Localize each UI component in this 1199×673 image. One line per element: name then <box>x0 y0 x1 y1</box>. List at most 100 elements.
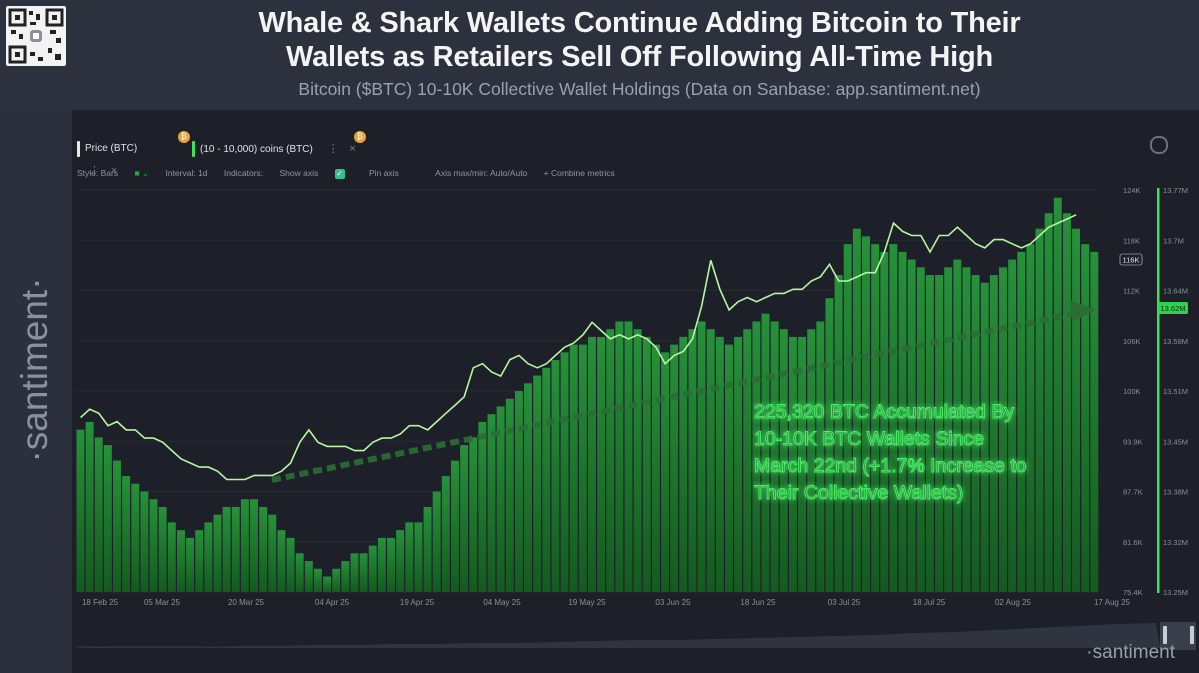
holdings-bar <box>204 522 213 592</box>
holdings-bar <box>1053 197 1062 592</box>
x-tick-label: 17 Aug 25 <box>1094 598 1131 607</box>
holdings-bar <box>843 244 852 592</box>
holdings-bar <box>140 491 149 592</box>
holdings-bar <box>743 329 752 592</box>
tab-price-close-icon[interactable]: × <box>110 165 118 177</box>
holdings-bar <box>113 460 121 592</box>
holdings-bar <box>432 491 441 592</box>
holdings-bar <box>524 383 532 592</box>
holdings-bar <box>103 445 112 592</box>
holdings-bar <box>213 514 222 592</box>
settings-icon[interactable] <box>1150 136 1168 154</box>
bitcoin-icon-2: ₿ <box>354 131 366 143</box>
show-axis-toggle[interactable]: Show axis <box>279 168 319 178</box>
holdings-bar <box>514 391 523 592</box>
holdings-bar <box>423 506 432 592</box>
holdings-bar <box>898 251 907 592</box>
holdings-bar <box>770 321 779 592</box>
holdings-bar <box>871 244 880 592</box>
holdings-bar <box>989 275 998 592</box>
holdings-bar <box>259 506 268 592</box>
tab-holdings-menu-icon[interactable]: ⋮ <box>327 143 339 155</box>
trend-arrow-head <box>1070 300 1096 322</box>
holdings-axis-bar <box>1157 188 1160 593</box>
chart-title: Whale & Shark Wallets Continue Adding Bi… <box>258 7 1021 73</box>
svg-text:·santiment·: ·santiment· <box>14 277 55 462</box>
holdings-bar <box>450 460 459 592</box>
style-selector[interactable]: Style: Bars <box>77 168 119 178</box>
holdings-bar <box>953 259 962 592</box>
holdings-bar <box>332 568 341 592</box>
y-right-tick-label: 13.64M <box>1163 287 1188 296</box>
holdings-bar <box>651 344 660 592</box>
holdings-bar <box>578 344 587 592</box>
holdings-bar <box>606 329 615 592</box>
holdings-bar <box>505 398 514 592</box>
annotation-line: Their Collective Wallets) <box>754 482 964 504</box>
holdings-bar <box>679 336 688 592</box>
chart-subtitle: Bitcoin ($BTC) 10-10K Collective Wallet … <box>298 79 981 99</box>
holdings-bar <box>907 259 916 592</box>
holdings-bar <box>633 329 642 592</box>
y-right-tick-label: 13.7M <box>1163 236 1184 245</box>
tab-holdings-close-icon[interactable]: × <box>349 143 356 155</box>
left-brand-band <box>0 110 72 673</box>
tab-price-btc[interactable]: Price (BTC) ⋮ × <box>77 138 157 177</box>
svg-text:·santiment: ·santiment <box>1086 642 1175 663</box>
holdings-bar <box>414 522 423 592</box>
y-right-tick-label: 13.45M <box>1163 437 1188 446</box>
price-series-color-swatch <box>77 141 80 157</box>
holdings-bar <box>569 344 578 592</box>
holdings-bar <box>597 336 606 592</box>
holdings-bar <box>788 336 797 592</box>
navigator-area <box>76 623 1160 648</box>
tab-price-menu-icon[interactable]: ⋮ <box>89 165 100 177</box>
chart-toolbar: Style: Bars ■ ⌄ Interval: 1d Indicators:… <box>77 168 629 179</box>
holdings-bar <box>761 313 770 592</box>
holdings-bar <box>916 267 925 592</box>
tab-holdings-label: (10 - 10,000) coins (BTC) <box>200 144 313 155</box>
price-line <box>80 214 1077 481</box>
holdings-bar <box>396 530 405 592</box>
holdings-bar <box>706 329 715 592</box>
y-left-tick-label: 100K <box>1123 387 1141 396</box>
interval-selector[interactable]: Interval: 1d <box>165 168 208 178</box>
holdings-bar <box>167 522 176 592</box>
holdings-bar <box>962 267 971 592</box>
y-right-tick-label: 13.25M <box>1163 588 1188 597</box>
x-tick-label: 20 Mar 25 <box>228 598 265 607</box>
holdings-bar <box>715 336 724 592</box>
y-right-tick-label: 13.38M <box>1163 488 1188 497</box>
axis-minmax-selector[interactable]: Axis max/min: Auto/Auto <box>435 168 528 178</box>
holdings-bar <box>734 336 743 592</box>
holdings-bar <box>862 236 870 592</box>
holdings-bar <box>880 251 889 592</box>
holdings-bar <box>1090 251 1099 592</box>
show-axis-checkbox[interactable]: ✓ <box>334 168 345 179</box>
mini-navigator[interactable] <box>76 622 1196 650</box>
indicators-selector[interactable]: Indicators: <box>223 168 264 178</box>
y-right-tick-label: 13.51M <box>1163 387 1188 396</box>
holdings-bar <box>816 321 825 592</box>
combine-metrics-button[interactable]: + Combine metrics <box>543 168 615 178</box>
x-tick-label: 02 Aug 25 <box>995 598 1032 607</box>
holdings-bar <box>980 282 989 592</box>
tab-holdings[interactable]: (10 - 10,000) coins (BTC) ⋮ × <box>192 138 362 160</box>
color-swatch[interactable]: ■ ⌄ <box>134 168 150 178</box>
holdings-bar <box>807 329 816 592</box>
holdings-bars <box>76 197 1099 592</box>
holdings-bar <box>295 553 304 592</box>
holdings-bar <box>268 514 277 592</box>
holdings-bar <box>1081 244 1090 592</box>
holdings-bar <box>1035 228 1044 592</box>
santiment-corner-logo: ·santiment <box>1086 642 1175 663</box>
holdings-bar <box>323 576 332 592</box>
pin-axis-toggle[interactable]: Pin axis <box>369 168 399 178</box>
holdings-bar <box>122 476 131 592</box>
holdings-bar <box>542 367 551 592</box>
holdings-bar <box>624 321 633 592</box>
y-left-tick-label: 93.9K <box>1123 437 1143 446</box>
holdings-bar <box>935 275 944 592</box>
holdings-bar <box>889 244 898 592</box>
